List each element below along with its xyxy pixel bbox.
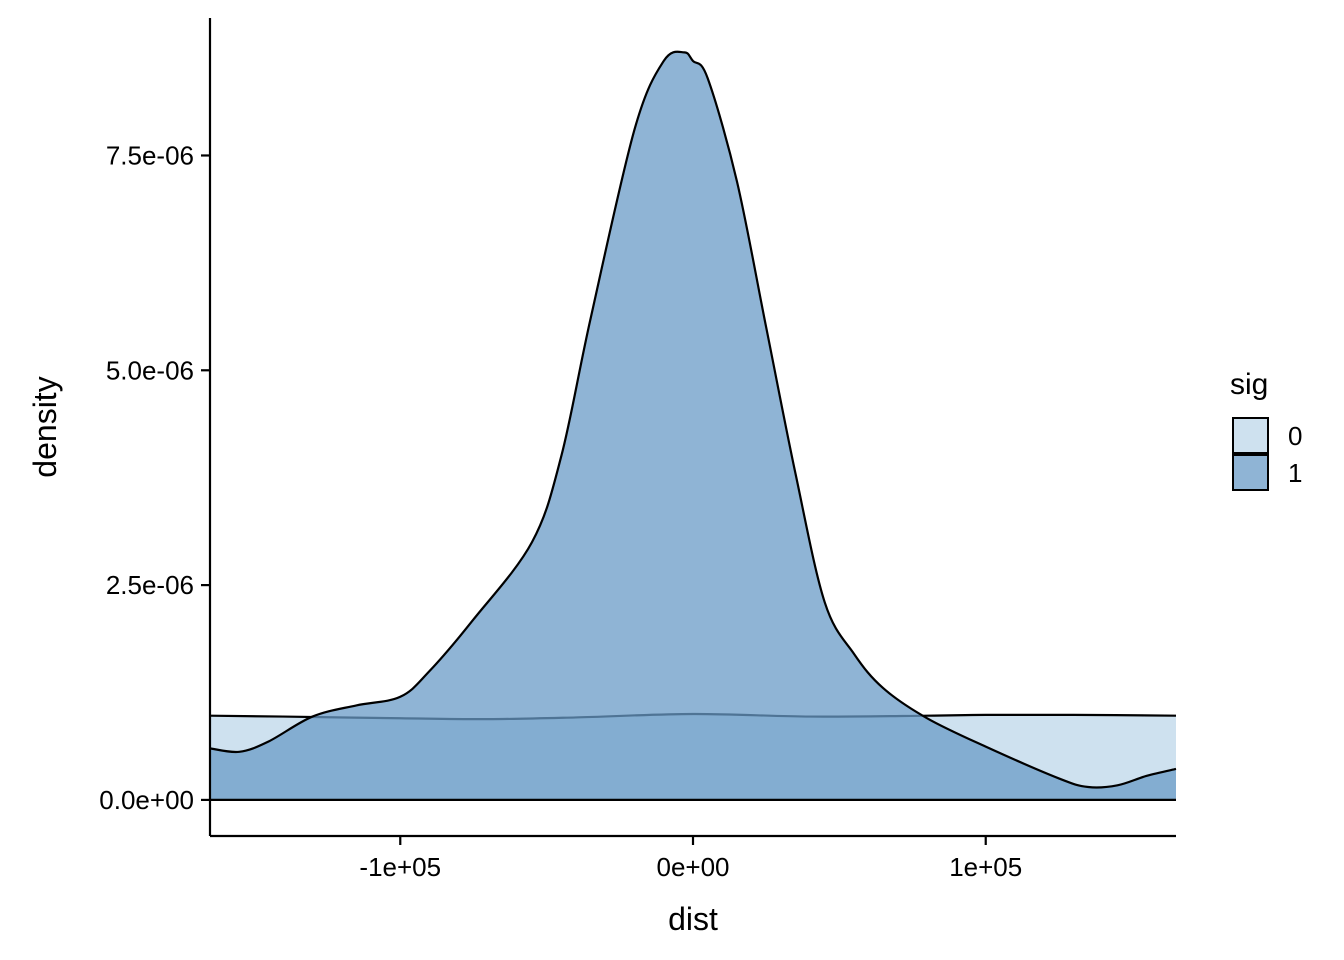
x-tick-label: 1e+05 [949, 852, 1022, 882]
y-axis-title: density [27, 376, 63, 477]
legend-swatch-sig-1 [1232, 454, 1269, 491]
legend: sig 01 [1230, 368, 1302, 491]
plot-area [209, 50, 1177, 802]
density-area-sig-1 [210, 51, 1176, 800]
x-axis-title: dist [668, 901, 718, 937]
y-axis-ticks: 0.0e+00 2.5e-06 5.0e-06 7.5e-06 [99, 140, 210, 815]
legend-label-sig-1: 1 [1288, 458, 1302, 488]
x-tick-label: -1e+05 [359, 852, 441, 882]
x-tick-label: 0e+00 [656, 852, 729, 882]
y-tick-label: 2.5e-06 [106, 570, 194, 600]
series-layer [209, 50, 1177, 800]
y-tick-label: 5.0e-06 [106, 355, 194, 385]
legend-swatch-sig-0 [1232, 417, 1269, 454]
y-tick-label: 7.5e-06 [106, 140, 194, 170]
legend-label-sig-0: 0 [1288, 421, 1302, 451]
density-line-sig-1 [209, 50, 1177, 789]
x-axis-ticks: -1e+05 0e+00 1e+05 [359, 836, 1022, 882]
axes: -1e+05 0e+00 1e+05 0.0e+00 2.5e-06 5.0e-06 7.… [99, 18, 1176, 882]
legend-items: 01 [1232, 417, 1302, 491]
y-tick-label: 0.0e+00 [99, 785, 194, 815]
legend-title: sig [1230, 368, 1268, 401]
